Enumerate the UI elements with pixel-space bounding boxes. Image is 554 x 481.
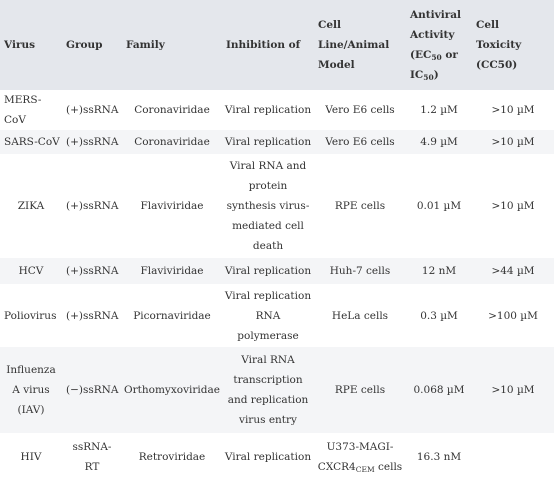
cell-activity: 0.068 µM xyxy=(413,384,465,396)
cell-virus: ZIKA xyxy=(17,200,45,212)
table-row: Influenza A virus (IAV) (−)ssRNA Orthomy… xyxy=(0,347,554,433)
cell-cell-line: RPE cells xyxy=(334,384,386,396)
cell-cell-line: Vero E6 cells xyxy=(325,104,395,116)
cell-family: Flaviviridae xyxy=(140,200,204,212)
cell-group: (−)ssRNA xyxy=(66,384,119,396)
header-row: Virus Group Family Inhibition of Cell Li… xyxy=(0,0,554,90)
cell-activity: 16.3 nM xyxy=(416,451,462,463)
header-antiviral-activity: Antiviral Activity (EC50 or IC50) xyxy=(410,9,462,82)
cell-virus: MERS-CoV xyxy=(4,94,42,126)
table-row: SARS-CoV (+)ssRNA Coronaviridae Viral re… xyxy=(0,130,554,154)
cell-toxicity: >10 µM xyxy=(491,136,535,148)
cell-toxicity: >10 µM xyxy=(491,384,535,396)
header-family: Family xyxy=(126,39,165,51)
cell-toxicity: >10 µM xyxy=(491,104,535,116)
cell-cell-line: RPE cells xyxy=(334,200,386,212)
cell-inhibition: Viral replication xyxy=(224,136,312,148)
table-row: MERS-CoV (+)ssRNA Coronaviridae Viral re… xyxy=(0,90,554,130)
cell-group: (+)ssRNA xyxy=(66,265,119,277)
cell-inhibition: Viral replication xyxy=(224,451,312,463)
cell-family: Picornaviridae xyxy=(133,309,211,322)
cell-virus: Poliovirus xyxy=(4,309,57,322)
cell-activity: 0.01 µM xyxy=(416,200,462,212)
cell-cell-line: U373-MAGI- CXCR4CEM cells xyxy=(317,441,403,474)
cell-family: Orthomyxoviridae xyxy=(124,384,220,396)
cell-inhibition: Viral RNA and protein synthesis virus- m… xyxy=(226,160,310,252)
table-body: MERS-CoV (+)ssRNA Coronaviridae Viral re… xyxy=(0,90,554,481)
table-row: HCV (+)ssRNA Flaviviridae Viral replicat… xyxy=(0,258,554,284)
cell-virus: SARS-CoV xyxy=(4,136,60,148)
cell-toxicity: >10 µM xyxy=(491,200,535,212)
header-inhibition: Inhibition of xyxy=(226,39,301,51)
cell-virus: HIV xyxy=(20,451,42,463)
cell-toxicity: >100 µM xyxy=(488,309,538,322)
cell-inhibition: Viral replication xyxy=(224,265,312,277)
cell-activity: 0.3 µM xyxy=(420,309,458,322)
table-row: Poliovirus (+)ssRNA Picornaviridae Viral… xyxy=(0,284,554,347)
cell-family: Coronaviridae xyxy=(134,136,210,148)
cell-cell-line: Vero E6 cells xyxy=(325,136,395,148)
cell-activity: 1.2 µM xyxy=(420,104,458,116)
cell-toxicity: >44 µM xyxy=(491,265,535,277)
cell-family: Retroviridae xyxy=(138,451,206,463)
cell-activity: 12 nM xyxy=(421,265,457,277)
header-cell-line: Cell Line/Animal Model xyxy=(318,19,390,71)
header-group: Group xyxy=(66,39,103,51)
cell-activity: 4.9 µM xyxy=(420,136,458,148)
cell-inhibition: Viral replication xyxy=(224,104,312,116)
table-row: ZIKA (+)ssRNA Flaviviridae Viral RNA and… xyxy=(0,154,554,258)
cell-group: ssRNA- RT xyxy=(72,441,112,473)
cell-family: Flaviviridae xyxy=(140,265,204,277)
cell-group: (+)ssRNA xyxy=(66,104,119,116)
cell-toxicity xyxy=(472,433,554,481)
cell-inhibition: Viral RNA transcription and replication … xyxy=(227,354,309,426)
cell-group: (+)ssRNA xyxy=(66,136,119,148)
cell-virus: Influenza A virus (IAV) xyxy=(6,364,56,416)
cell-cell-line: Huh-7 cells xyxy=(329,265,391,277)
cell-cell-line: HeLa cells xyxy=(331,309,389,322)
cell-group: (+)ssRNA xyxy=(66,200,119,212)
table-header: Virus Group Family Inhibition of Cell Li… xyxy=(0,0,554,90)
header-cell-toxicity: Cell Toxicity (CC50) xyxy=(476,19,522,71)
cell-group: (+)ssRNA xyxy=(66,309,119,322)
cell-inhibition: Viral replication RNA polymerase xyxy=(224,289,312,342)
table-row: HIV ssRNA- RT Retroviridae Viral replica… xyxy=(0,433,554,481)
cell-virus: HCV xyxy=(18,265,44,277)
cell-family: Coronaviridae xyxy=(134,104,210,116)
header-virus: Virus xyxy=(4,39,36,51)
